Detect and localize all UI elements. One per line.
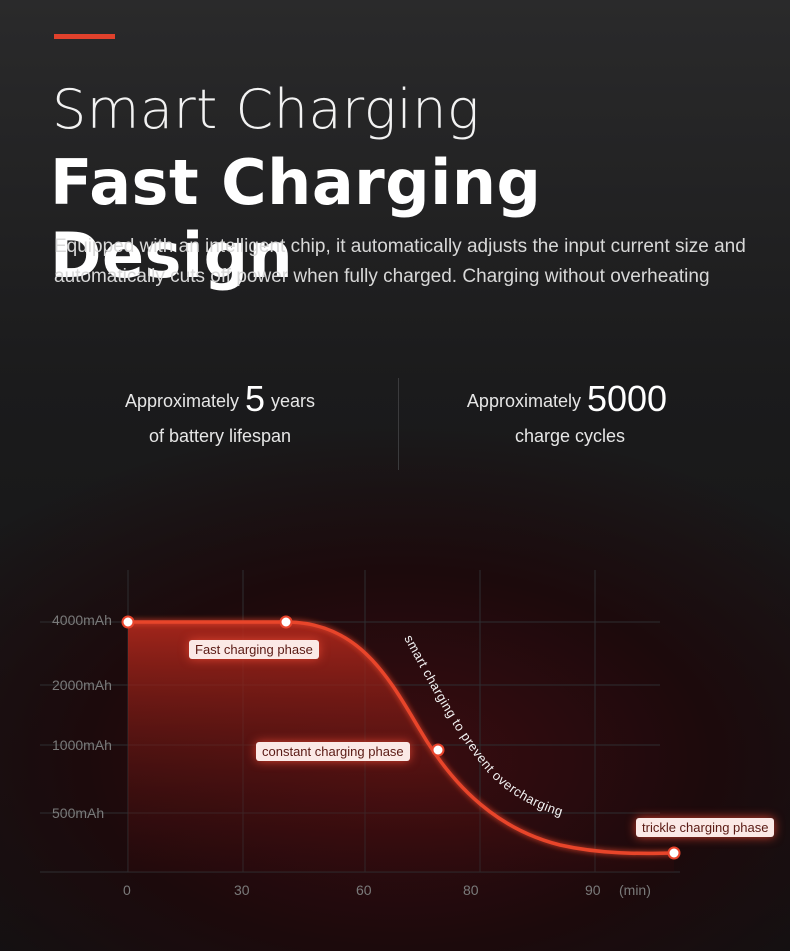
x-tick-label: 80 [463, 882, 479, 898]
y-tick-label: 4000mAh [52, 612, 112, 628]
x-unit-label: (min) [619, 882, 651, 898]
description: Equipped with an intelligent chip, it au… [54, 236, 746, 287]
phase-label-trickle: trickle charging phase [636, 818, 775, 837]
stat-cycles: Approximately 5000 charge cycles [460, 378, 680, 447]
accent-bar [54, 34, 115, 39]
stat-prefix: Approximately [466, 391, 581, 411]
stat-value: 5 [245, 378, 266, 419]
page-title: Fast Charging Design [50, 146, 542, 292]
stat-caption: of battery lifespan [148, 426, 292, 446]
point-start [121, 615, 135, 629]
phase-label-fast: Fast charging phase [189, 640, 319, 659]
stat-suffix: years [271, 391, 316, 411]
page-subtitle: Smart Charging [52, 78, 480, 141]
x-tick-label: 90 [585, 882, 601, 898]
y-tick-label: 1000mAh [52, 737, 112, 753]
stat-value: 5000 [586, 378, 668, 419]
stat-prefix: Approximately [124, 391, 239, 411]
stat-caption: charge cycles [514, 426, 626, 446]
charging-curve-chart: smart charging to prevent overcharging [40, 570, 681, 873]
point-fast-end [279, 615, 293, 629]
x-tick-label: 60 [356, 882, 372, 898]
curve-points [121, 615, 681, 860]
y-tick-label: 2000mAh [52, 677, 112, 693]
point-trickle [667, 846, 681, 860]
phase-label-constant: constant charging phase [256, 742, 410, 761]
y-tick-label: 500mAh [52, 805, 105, 821]
stat-lifespan: Approximately 5 years of battery lifespan [110, 378, 330, 447]
charging-curve [128, 620, 675, 856]
point-constant [431, 743, 445, 757]
x-tick-label: 30 [234, 882, 250, 898]
stats-divider [398, 378, 399, 470]
x-tick-label: 0 [123, 882, 131, 898]
